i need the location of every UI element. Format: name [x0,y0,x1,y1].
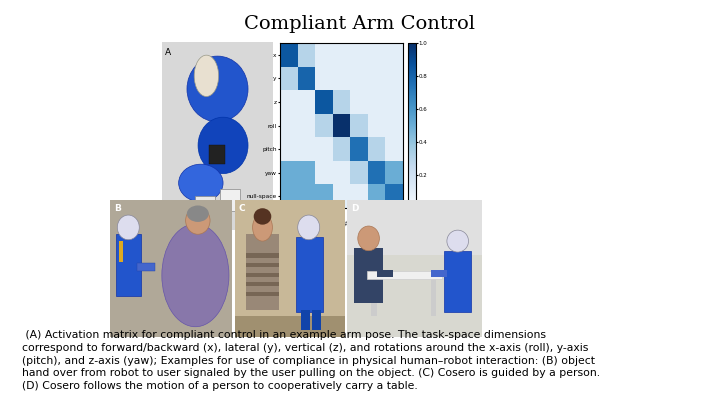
Ellipse shape [187,205,209,222]
Text: D: D [351,204,359,213]
Bar [377,270,393,277]
Bar [246,263,279,267]
Bar [312,309,321,330]
Ellipse shape [297,215,320,240]
Bar [367,271,441,279]
Bar [235,316,345,337]
Bar [354,248,384,303]
Text: B: B [114,204,120,213]
Ellipse shape [198,117,248,174]
Bar [246,273,279,277]
Bar [137,263,155,271]
Text: A: A [166,48,171,57]
Bar [119,241,123,262]
Bar [246,254,279,258]
Ellipse shape [447,230,469,252]
Bar [347,200,482,255]
Ellipse shape [253,208,271,225]
Bar [220,189,240,211]
Text: Compliant Arm Control: Compliant Arm Control [245,15,475,33]
Bar [431,279,436,316]
Bar [209,145,225,164]
Ellipse shape [187,56,248,122]
Bar [116,234,140,296]
Bar [195,196,215,211]
Bar [301,309,310,330]
Text: (A) Activation matrix for compliant control in an example arm pose. The task-spa: (A) Activation matrix for compliant cont… [22,330,600,391]
Ellipse shape [179,164,223,202]
Bar [372,279,377,316]
Bar [295,237,323,312]
Ellipse shape [194,55,219,96]
Bar [246,234,279,309]
Ellipse shape [253,214,272,241]
Bar [246,292,279,296]
Text: C: C [238,204,245,213]
Bar [431,270,447,277]
Bar [444,251,471,312]
Ellipse shape [117,215,139,240]
Ellipse shape [186,207,210,234]
Bar [246,282,279,286]
Ellipse shape [358,226,379,251]
Ellipse shape [162,224,229,327]
